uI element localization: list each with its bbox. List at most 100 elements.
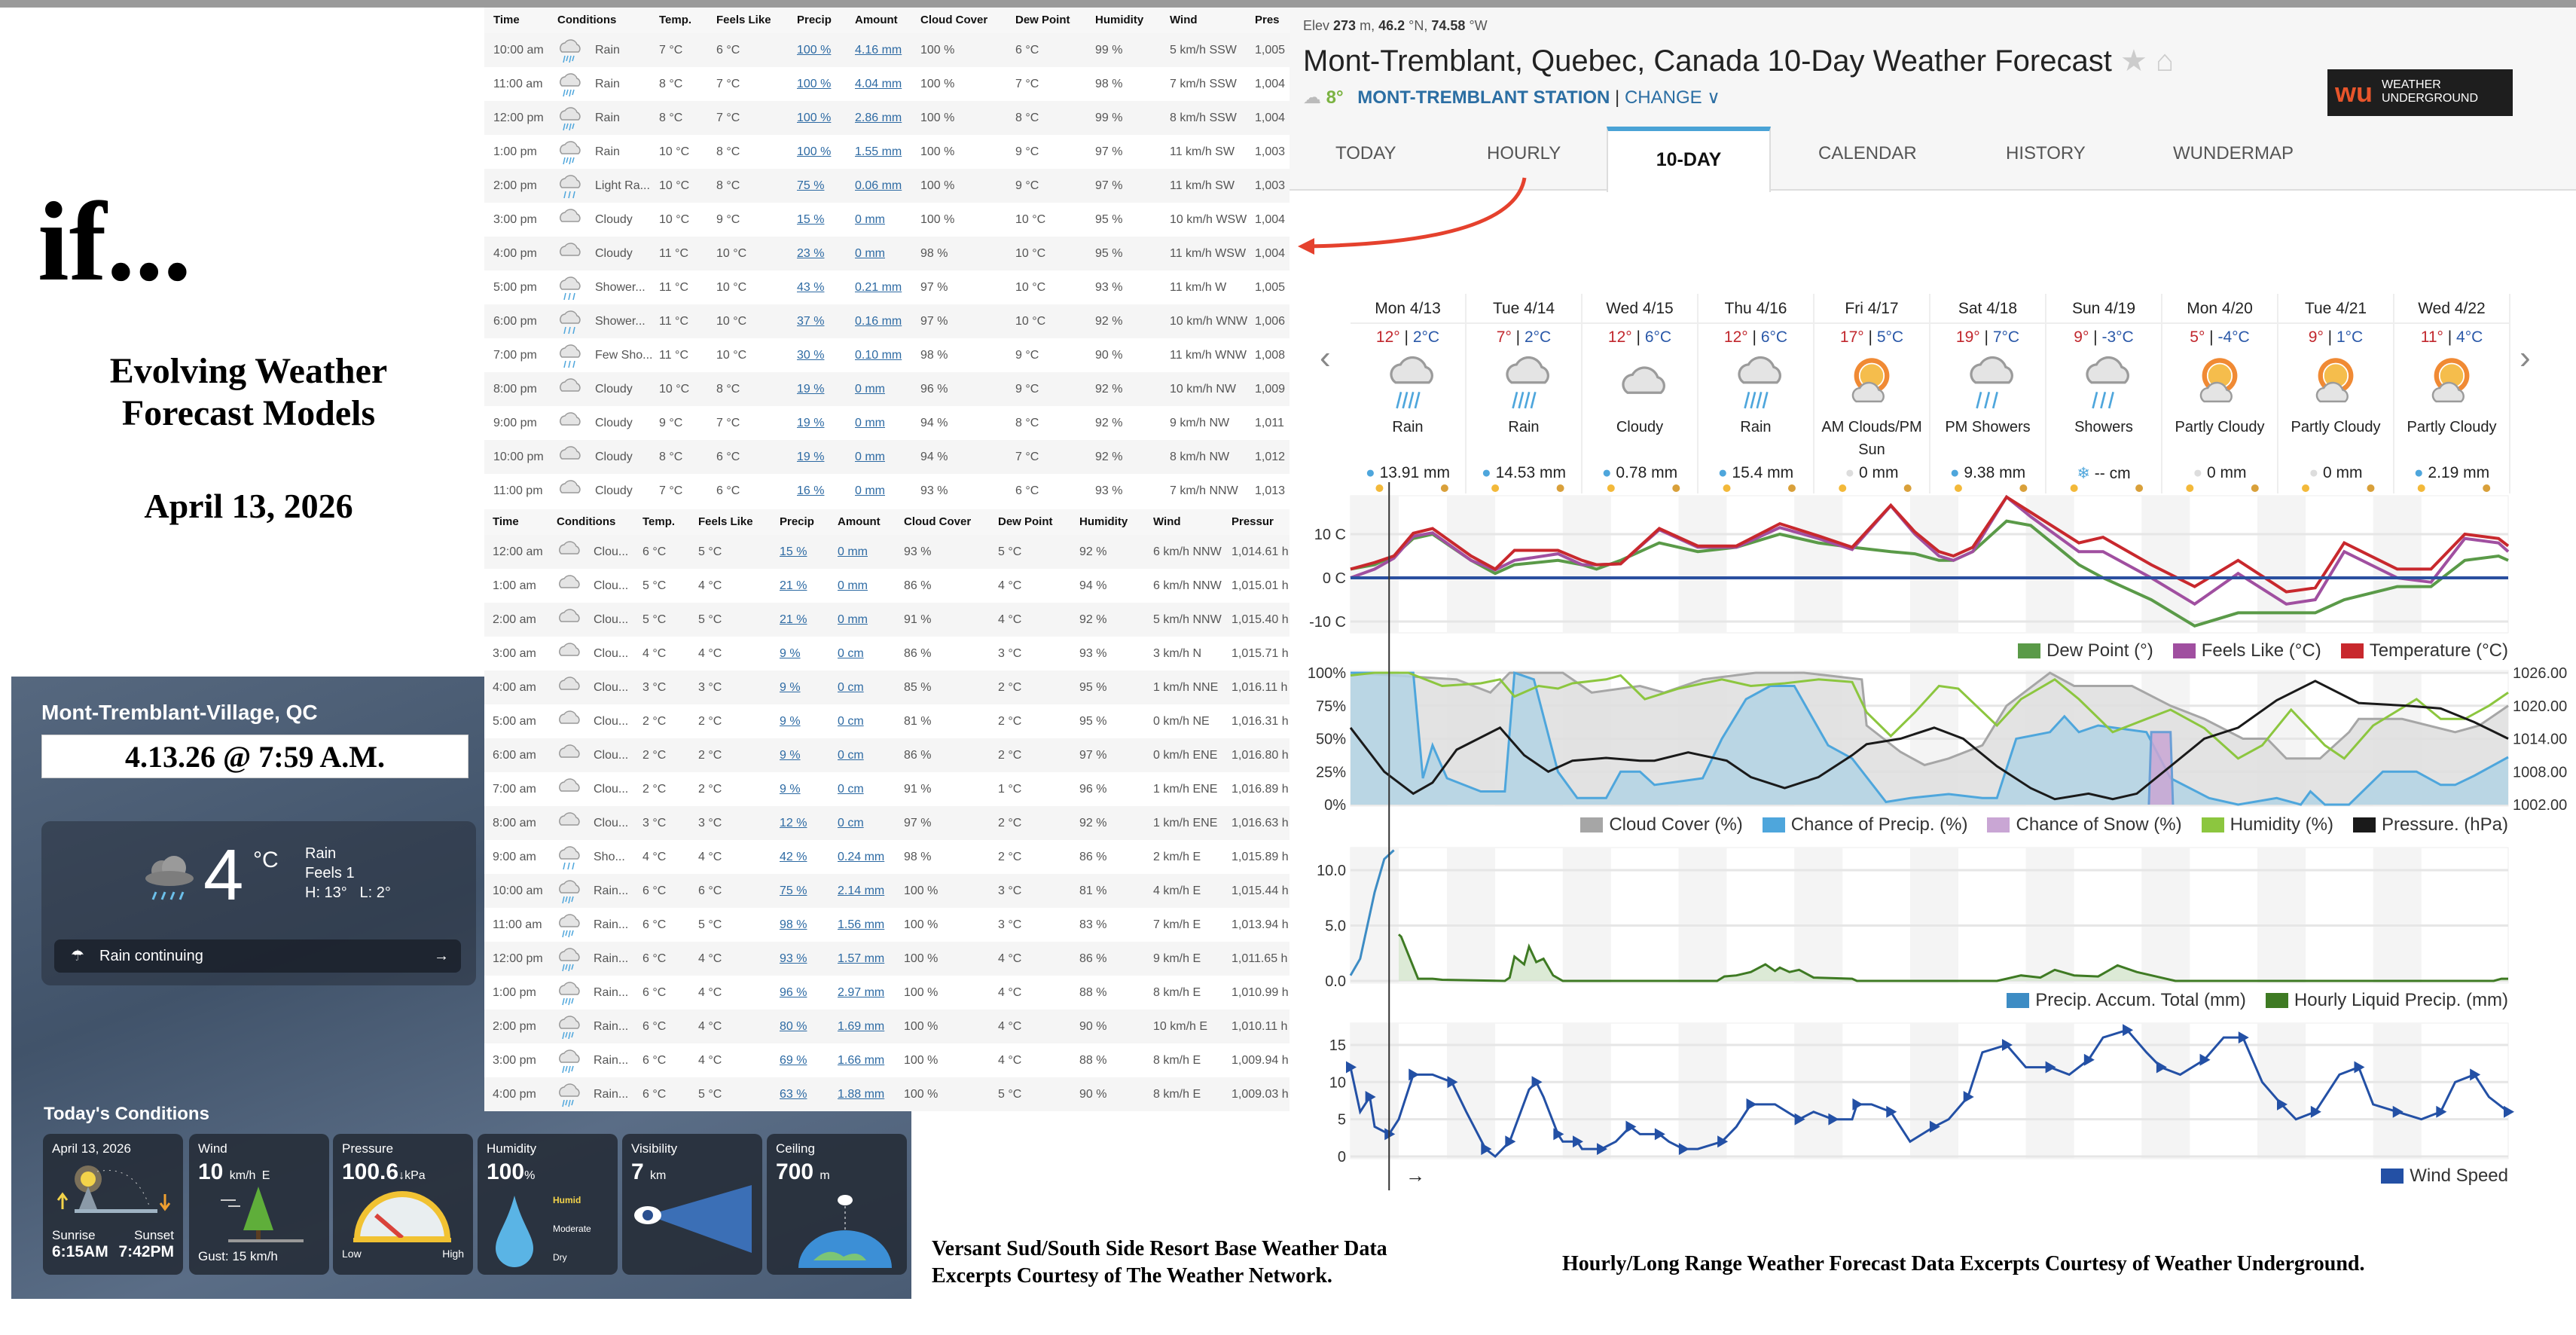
favorite-star-icon[interactable]: ★: [2120, 44, 2147, 78]
column-header[interactable]: Feels Like: [716, 14, 771, 26]
column-header[interactable]: Pressur: [1232, 515, 1274, 528]
legend-label[interactable]: Temperature (°C): [2369, 640, 2508, 661]
precip-amount-link[interactable]: 0 cm: [838, 749, 864, 762]
forecast-day-card[interactable]: Fri 4/17 17° | 5°C AM Clouds/PM Sun ● 0 mm: [1814, 294, 1930, 493]
precip-chance-link[interactable]: 42 %: [780, 851, 807, 863]
precip-amount-link[interactable]: 2.14 mm: [838, 884, 885, 897]
precip-amount-link[interactable]: 4.16 mm: [855, 44, 902, 57]
precip-chance-link[interactable]: 23 %: [797, 247, 825, 260]
legend-label[interactable]: Humidity (%): [2230, 814, 2333, 835]
precip-amount-link[interactable]: 0 mm: [855, 213, 885, 226]
forecast-day-card[interactable]: Sat 4/18 19° | 7°C PM Showers ● 9.38 mm: [1930, 294, 2046, 493]
precip-chance-link[interactable]: 98 %: [780, 918, 807, 931]
station-name-link[interactable]: MONT-TREMBLANT STATION: [1357, 87, 1610, 108]
precip-chance-link[interactable]: 30 %: [797, 349, 825, 362]
column-header[interactable]: Amount: [838, 515, 881, 528]
legend-label[interactable]: Dew Point (°): [2046, 640, 2153, 661]
precip-chance-link[interactable]: 75 %: [797, 179, 825, 192]
precip-chance-link[interactable]: 9 %: [780, 647, 801, 660]
precip-chance-link[interactable]: 69 %: [780, 1054, 807, 1067]
precip-chance-link[interactable]: 43 %: [797, 281, 825, 294]
precip-chance-link[interactable]: 15 %: [780, 545, 807, 558]
precip-amount-link[interactable]: 0 mm: [855, 383, 885, 396]
column-header[interactable]: Amount: [855, 14, 898, 26]
forecast-day-card[interactable]: Tue 4/21 9° | 1°C Partly Cloudy ● 0 mm: [2278, 294, 2394, 493]
forecast-day-card[interactable]: Mon 4/20 5° | -4°C Partly Cloudy ● 0 mm: [2162, 294, 2278, 493]
precip-chance-link[interactable]: 19 %: [797, 383, 825, 396]
precip-amount-link[interactable]: 0 cm: [838, 715, 864, 728]
tab-hourly[interactable]: HOURLY: [1487, 143, 1561, 163]
precip-chance-link[interactable]: 12 %: [780, 817, 807, 829]
precip-chance-link[interactable]: 9 %: [780, 681, 801, 694]
precip-chance-link[interactable]: 80 %: [780, 1020, 807, 1033]
forecast-day-card[interactable]: Wed 4/15 12° | 6°C Cloudy ● 0.78 mm: [1583, 294, 1699, 493]
precip-amount-link[interactable]: 0 cm: [838, 783, 864, 796]
column-header[interactable]: Wind: [1153, 515, 1181, 528]
legend-label[interactable]: Chance of Precip. (%): [1790, 814, 1968, 835]
precip-chance-link[interactable]: 21 %: [780, 613, 807, 626]
precip-amount-link[interactable]: 0 mm: [838, 613, 868, 626]
precip-amount-link[interactable]: 0 mm: [855, 417, 885, 429]
previous-arrow-icon[interactable]: ‹: [1320, 339, 1331, 376]
precip-amount-link[interactable]: 0 cm: [838, 681, 864, 694]
rain-alert-button[interactable]: ☂ Rain continuing →: [54, 939, 461, 973]
column-header[interactable]: Feels Like: [698, 515, 753, 528]
precip-amount-link[interactable]: 0 mm: [855, 484, 885, 497]
legend-label[interactable]: Cloud Cover (%): [1609, 814, 1743, 835]
next-arrow-icon[interactable]: ›: [2520, 339, 2531, 376]
home-icon[interactable]: ⌂: [2155, 44, 2175, 78]
precip-chance-link[interactable]: 15 %: [797, 213, 825, 226]
precip-amount-link[interactable]: 4.04 mm: [855, 78, 902, 90]
precip-chance-link[interactable]: 100 %: [797, 145, 832, 158]
legend-label[interactable]: Precip. Accum. Total (mm): [2035, 990, 2246, 1010]
precip-chance-link[interactable]: 93 %: [780, 952, 807, 965]
column-header[interactable]: Conditions: [557, 515, 616, 528]
tab-wundermap[interactable]: WUNDERMAP: [2173, 143, 2294, 163]
precip-amount-link[interactable]: 1.88 mm: [838, 1088, 885, 1101]
tab-10-day[interactable]: 10-DAY: [1607, 127, 1771, 192]
precip-chance-link[interactable]: 9 %: [780, 749, 801, 762]
tab-today[interactable]: TODAY: [1335, 143, 1396, 163]
column-header[interactable]: Cloud Cover: [904, 515, 972, 528]
precip-chance-link[interactable]: 16 %: [797, 484, 825, 497]
precip-amount-link[interactable]: 0.21 mm: [855, 281, 902, 294]
precip-amount-link[interactable]: 1.56 mm: [838, 918, 885, 931]
precip-chance-link[interactable]: 96 %: [780, 986, 807, 999]
legend-label[interactable]: Chance of Snow (%): [2016, 814, 2182, 835]
precip-chance-link[interactable]: 9 %: [780, 783, 801, 796]
forecast-day-card[interactable]: Wed 4/22 11° | 4°C Partly Cloudy ● 2.19 mm: [2394, 294, 2510, 493]
column-header[interactable]: Precip: [780, 515, 814, 528]
precip-amount-link[interactable]: 1.57 mm: [838, 952, 885, 965]
precip-chance-link[interactable]: 100 %: [797, 44, 832, 57]
legend-label[interactable]: Wind Speed: [2410, 1165, 2508, 1186]
column-header[interactable]: Humidity: [1095, 14, 1144, 26]
precip-amount-link[interactable]: 0 mm: [855, 247, 885, 260]
precip-amount-link[interactable]: 2.97 mm: [838, 986, 885, 999]
forecast-day-card[interactable]: Tue 4/14 7° | 2°C Rain ● 14.53 mm: [1467, 294, 1583, 493]
tab-history[interactable]: HISTORY: [2006, 143, 2086, 163]
column-header[interactable]: Conditions: [557, 14, 617, 26]
precip-chance-link[interactable]: 19 %: [797, 451, 825, 463]
forecast-day-card[interactable]: Sun 4/19 9° | -3°C Showers ❄ -- cm: [2046, 294, 2162, 493]
precip-amount-link[interactable]: 0.24 mm: [838, 851, 885, 863]
precip-amount-link[interactable]: 0.10 mm: [855, 349, 902, 362]
column-header[interactable]: Cloud Cover: [920, 14, 988, 26]
column-header[interactable]: Wind: [1170, 14, 1198, 26]
precip-amount-link[interactable]: 2.86 mm: [855, 112, 902, 124]
precip-chance-link[interactable]: 19 %: [797, 417, 825, 429]
legend-label[interactable]: Pressure. (hPa): [2381, 814, 2508, 835]
precip-chance-link[interactable]: 75 %: [780, 884, 807, 897]
legend-label[interactable]: Feels Like (°C): [2201, 640, 2321, 661]
forecast-day-card[interactable]: Thu 4/16 12° | 6°C Rain ● 15.4 mm: [1699, 294, 1814, 493]
precip-amount-link[interactable]: 0 cm: [838, 817, 864, 829]
precip-amount-link[interactable]: 0 cm: [838, 647, 864, 660]
forecast-day-card[interactable]: Mon 4/13 12° | 2°C Rain ● 13.91 mm: [1351, 294, 1467, 493]
precip-chance-link[interactable]: 63 %: [780, 1088, 807, 1101]
precip-amount-link[interactable]: 0 mm: [838, 545, 868, 558]
column-header[interactable]: Time: [493, 14, 520, 26]
precip-amount-link[interactable]: 0.06 mm: [855, 179, 902, 192]
precip-chance-link[interactable]: 100 %: [797, 112, 832, 124]
precip-amount-link[interactable]: 0 mm: [855, 451, 885, 463]
precip-amount-link[interactable]: 0.16 mm: [855, 315, 902, 328]
change-station-button[interactable]: CHANGE: [1624, 87, 1702, 108]
